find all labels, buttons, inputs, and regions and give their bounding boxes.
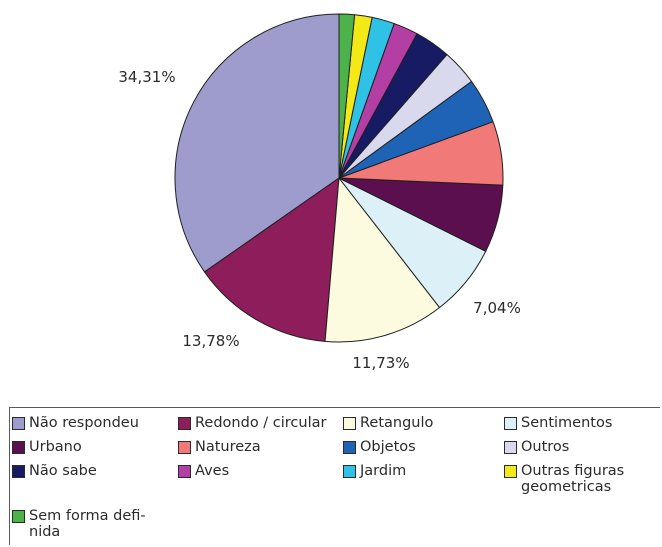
legend-label: Sentimentos [521, 415, 613, 431]
legend-item: Retangulo [343, 415, 433, 431]
legend-swatch [504, 417, 517, 430]
legend-label: Jardim [360, 463, 407, 479]
pie-slice-não-respondeu [174, 13, 340, 273]
legend-label: Outras figuras geometricas [521, 463, 625, 495]
legend-swatch [12, 441, 25, 454]
legend-label: Aves [195, 463, 230, 479]
legend-label: Outros [521, 439, 570, 455]
legend-label: Retangulo [360, 415, 434, 431]
legend-swatch [178, 465, 191, 478]
data-label: 34,31% [118, 68, 175, 86]
legend-item: Urbano [12, 439, 82, 455]
legend-label: Não respondeu [29, 415, 139, 431]
legend-swatch [343, 441, 356, 454]
legend-swatch [343, 417, 356, 430]
legend-label: Redondo / circular [195, 415, 327, 431]
pie-slice-redondo-circular [204, 177, 340, 342]
legend-swatch [12, 417, 25, 430]
legend-item: Jardim [343, 463, 406, 479]
legend-label: Urbano [29, 439, 82, 455]
legend-swatch [504, 441, 517, 454]
legend-swatch [504, 465, 517, 478]
legend-item: Não sabe [12, 463, 97, 479]
pie-slices [174, 13, 504, 343]
legend-label: Não sabe [29, 463, 97, 479]
legend-swatch [12, 510, 25, 523]
legend-swatch [12, 465, 25, 478]
pie-slice-retangulo [324, 177, 441, 343]
data-label: 13,78% [182, 332, 239, 350]
legend-item: Redondo / circular [178, 415, 326, 431]
pie-slice-sem-forma-defi-nida [338, 13, 356, 179]
data-label: 11,73% [352, 354, 409, 372]
legend-item: Aves [178, 463, 229, 479]
legend-item: Outras figuras geometricas [504, 463, 624, 495]
legend-swatch [178, 441, 191, 454]
legend-swatch [178, 417, 191, 430]
legend-label: Sem forma defi- nida [29, 508, 146, 540]
legend-item: Objetos [343, 439, 416, 455]
pie-chart: 34,31% 13,78% 11,73% 7,04% [118, 13, 521, 372]
pie-data-labels: 34,31% 13,78% 11,73% 7,04% [118, 68, 520, 372]
legend: Não respondeu Redondo / circular Retangulo… [9, 407, 660, 545]
legend-label: Objetos [360, 439, 416, 455]
legend-item: Natureza [178, 439, 261, 455]
legend-swatch [343, 465, 356, 478]
legend-item: Sem forma defi- nida [12, 508, 146, 540]
legend-label: Natureza [195, 439, 261, 455]
legend-item: Outros [504, 439, 569, 455]
data-label: 7,04% [473, 299, 521, 317]
legend-item: Sentimentos [504, 415, 612, 431]
legend-item: Não respondeu [12, 415, 139, 431]
